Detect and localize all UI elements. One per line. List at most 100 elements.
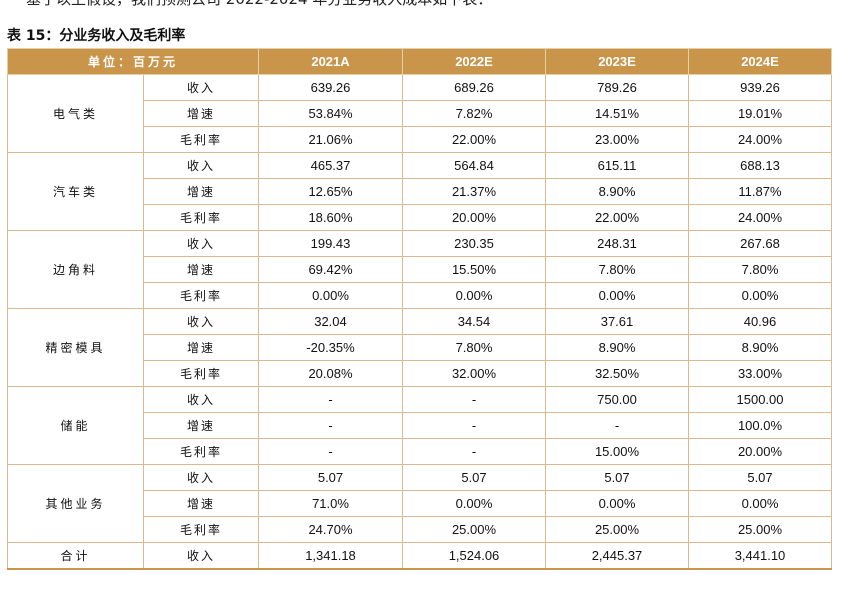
- metric-label: 增速: [143, 256, 259, 283]
- metric-label: 毛利率: [143, 360, 259, 387]
- table-cell: 5.07: [402, 464, 546, 491]
- metric-label: 毛利率: [143, 438, 259, 465]
- metric-label: 收入: [143, 542, 259, 570]
- metric-label: 收入: [143, 74, 259, 101]
- table-cell: 37.61: [545, 308, 689, 335]
- table-cell: 21.37%: [402, 178, 546, 205]
- metric-label: 毛利率: [143, 126, 259, 153]
- table-cell: -20.35%: [258, 334, 403, 361]
- table-cell: -: [402, 438, 546, 465]
- table-cell: 15.50%: [402, 256, 546, 283]
- unit-header: 单位：百万元: [7, 48, 259, 75]
- table-cell: 5.07: [545, 464, 689, 491]
- table-cell: 8.90%: [545, 178, 689, 205]
- table-cell: 688.13: [688, 152, 832, 179]
- segment-name: 储能: [7, 386, 144, 465]
- table-cell: 14.51%: [545, 100, 689, 127]
- table-cell: -: [258, 386, 403, 413]
- table-cell: 5.07: [258, 464, 403, 491]
- table-cell: 23.00%: [545, 126, 689, 153]
- metric-label: 收入: [143, 152, 259, 179]
- metric-label: 收入: [143, 386, 259, 413]
- table-cell: 5.07: [688, 464, 832, 491]
- table-cell: 32.00%: [402, 360, 546, 387]
- table-cell: 939.26: [688, 74, 832, 101]
- table-cell: 1,524.06: [402, 542, 546, 570]
- table-body: 电气类 收入 639.26 689.26 789.26 939.26 增速 53…: [7, 74, 832, 570]
- table-row: 边角料 收入 199.43 230.35 248.31 267.68: [7, 230, 832, 309]
- metric-label: 增速: [143, 334, 259, 361]
- table-cell: 69.42%: [258, 256, 403, 283]
- table-cell: 615.11: [545, 152, 689, 179]
- table-cell: 639.26: [258, 74, 403, 101]
- table-cell: -: [258, 412, 403, 439]
- table-cell: 0.00%: [688, 490, 832, 517]
- table-cell: 24.00%: [688, 204, 832, 231]
- table-cell: 2,445.37: [545, 542, 689, 570]
- year-header: 2022E: [402, 48, 546, 75]
- table-cell: 24.70%: [258, 516, 403, 543]
- table-cell: 0.00%: [402, 282, 546, 309]
- table-cell: 25.00%: [402, 516, 546, 543]
- table-cell: 0.00%: [545, 490, 689, 517]
- table-cell: 22.00%: [545, 204, 689, 231]
- table-cell: 564.84: [402, 152, 546, 179]
- table-cell: 248.31: [545, 230, 689, 257]
- segment-name: 汽车类: [7, 152, 144, 231]
- segment-name: 精密模具: [7, 308, 144, 387]
- table-row: 增速 53.84% 7.82% 14.51% 19.01%: [8, 100, 832, 127]
- table-cell: 1500.00: [688, 386, 832, 413]
- table-cell: 21.06%: [258, 126, 403, 153]
- table-caption: 表 15：分业务收入及毛利率: [7, 28, 186, 44]
- table-cell: -: [545, 412, 689, 439]
- table-cell: 32.50%: [545, 360, 689, 387]
- table-cell: 689.26: [402, 74, 546, 101]
- segment-name: 边角料: [7, 230, 144, 309]
- table-cell: -: [402, 412, 546, 439]
- intro-text: 基于以上假设，我们预测公司 2022-2024 年分业务收入成本如下表：: [26, 0, 846, 9]
- total-row: 合计 收入 1,341.18 1,524.06 2,445.37 3,441.1…: [7, 542, 832, 570]
- header-row: 单位：百万元 2021A 2022E 2023E 2024E: [7, 48, 832, 75]
- table-row: 毛利率 21.06% 22.00% 23.00% 24.00%: [8, 126, 832, 153]
- table-row: 增速 69.42% 15.50% 7.80% 7.80%: [8, 256, 832, 283]
- metric-label: 毛利率: [143, 282, 259, 309]
- table-cell: 230.35: [402, 230, 546, 257]
- table-cell: 8.90%: [545, 334, 689, 361]
- table-cell: 3,441.10: [688, 542, 832, 570]
- segment-revenue-table: 单位：百万元 2021A 2022E 2023E 2024E 电气类 收入 63…: [7, 48, 832, 570]
- table-cell: 71.0%: [258, 490, 403, 517]
- segment-name: 其他业务: [7, 464, 144, 543]
- segment-name: 电气类: [7, 74, 144, 153]
- metric-label: 增速: [143, 100, 259, 127]
- table-cell: 34.54: [402, 308, 546, 335]
- metric-label: 收入: [143, 230, 259, 257]
- table-cell: 7.80%: [402, 334, 546, 361]
- table-cell: 25.00%: [545, 516, 689, 543]
- table-cell: 7.80%: [545, 256, 689, 283]
- table-cell: 789.26: [545, 74, 689, 101]
- metric-label: 毛利率: [143, 204, 259, 231]
- table-row: 汽车类 收入 465.37 564.84 615.11 688.13: [7, 152, 832, 231]
- year-header: 2023E: [545, 48, 689, 75]
- table-row: 其他业务 收入 5.07 5.07 5.07 5.07: [7, 464, 832, 543]
- metric-label: 收入: [143, 464, 259, 491]
- table-cell: 20.08%: [258, 360, 403, 387]
- table-cell: 267.68: [688, 230, 832, 257]
- table-row: 毛利率 0.00% 0.00% 0.00% 0.00%: [8, 282, 832, 309]
- table-cell: 20.00%: [688, 438, 832, 465]
- table-cell: 0.00%: [545, 282, 689, 309]
- metric-label: 增速: [143, 490, 259, 517]
- table-cell: 11.87%: [688, 178, 832, 205]
- table-cell: 20.00%: [402, 204, 546, 231]
- table-cell: 0.00%: [402, 490, 546, 517]
- table-row: 增速 12.65% 21.37% 8.90% 11.87%: [8, 178, 832, 205]
- year-header: 2024E: [688, 48, 832, 75]
- table-cell: 24.00%: [688, 126, 832, 153]
- table-cell: 15.00%: [545, 438, 689, 465]
- table-cell: 40.96: [688, 308, 832, 335]
- metric-label: 毛利率: [143, 516, 259, 543]
- table-row: 毛利率 24.70% 25.00% 25.00% 25.00%: [8, 516, 832, 543]
- table-cell: 7.80%: [688, 256, 832, 283]
- metric-label: 增速: [143, 178, 259, 205]
- table-cell: 25.00%: [688, 516, 832, 543]
